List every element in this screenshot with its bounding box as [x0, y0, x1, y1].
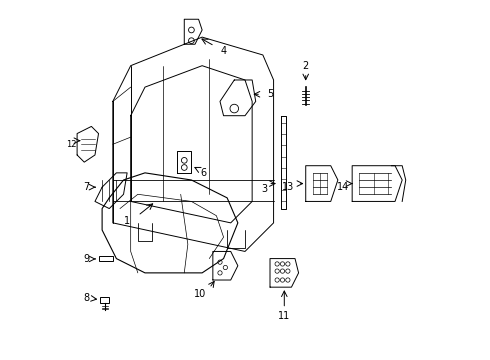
Text: 13: 13: [282, 182, 294, 192]
Bar: [98, 256, 113, 261]
Text: 9: 9: [83, 253, 89, 264]
Text: 1: 1: [124, 216, 130, 226]
Text: 3: 3: [262, 184, 268, 194]
Text: 6: 6: [201, 168, 207, 178]
Text: 8: 8: [83, 293, 89, 303]
Text: 2: 2: [303, 61, 309, 71]
Text: 7: 7: [83, 182, 89, 192]
Text: 12: 12: [67, 140, 77, 149]
Text: 10: 10: [194, 289, 206, 299]
Text: 5: 5: [267, 89, 273, 99]
Text: 11: 11: [278, 311, 291, 321]
Bar: [100, 297, 109, 303]
Text: 4: 4: [220, 46, 227, 57]
Text: 14: 14: [337, 182, 349, 192]
